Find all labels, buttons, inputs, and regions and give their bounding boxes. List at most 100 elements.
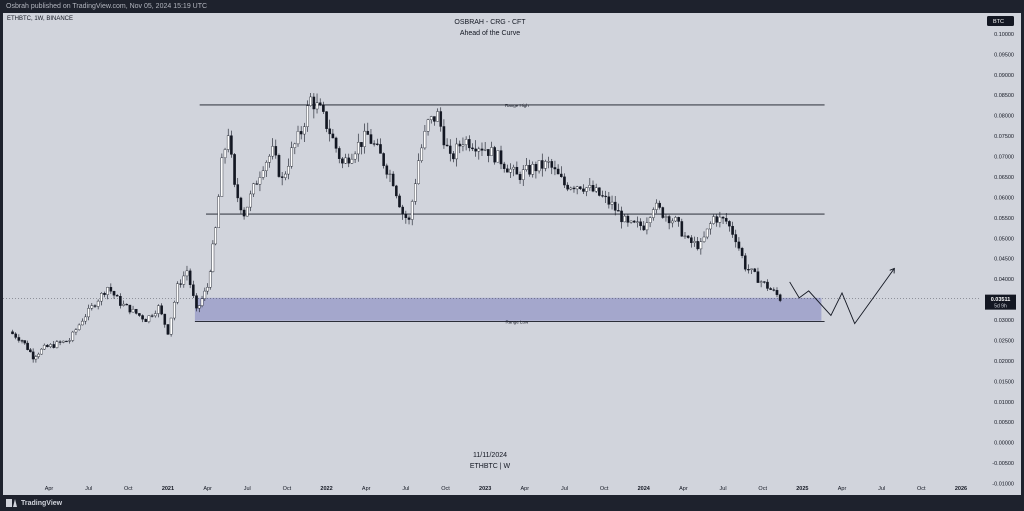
- candle: [106, 286, 109, 300]
- candle-body: [636, 221, 639, 223]
- candle-body: [455, 143, 458, 160]
- candle-body: [84, 316, 87, 322]
- candle-body: [566, 184, 569, 190]
- candle-body: [540, 160, 544, 169]
- candle-body: [525, 165, 528, 170]
- y-tick-label: 0.04500: [994, 257, 1014, 263]
- candle-body: [119, 296, 122, 306]
- candle-body: [423, 131, 427, 149]
- candle: [163, 313, 167, 328]
- candle-body: [677, 217, 680, 222]
- candle: [626, 214, 630, 227]
- candle-body: [309, 96, 312, 106]
- candle-body: [264, 162, 268, 171]
- candle: [40, 348, 43, 355]
- candle-body: [284, 173, 287, 178]
- y-tick-label: 0.06000: [994, 195, 1014, 201]
- candle: [534, 161, 538, 179]
- candle-body: [401, 206, 404, 215]
- x-tick-label: 2026: [955, 486, 967, 492]
- candle-body: [93, 305, 97, 307]
- tradingview-logo[interactable]: TradingView: [6, 498, 62, 508]
- candle: [601, 190, 604, 198]
- candle: [509, 163, 512, 178]
- candle-body: [103, 293, 106, 295]
- candle: [100, 292, 103, 306]
- candle: [604, 190, 607, 204]
- candle-body: [502, 163, 506, 169]
- candle: [731, 221, 734, 238]
- candle-body: [537, 160, 541, 172]
- level-label: Range Low: [505, 320, 529, 325]
- x-tick-label: Oct: [917, 486, 926, 492]
- x-tick-label: 2025: [796, 486, 808, 492]
- y-tick-label: 0.09500: [994, 52, 1014, 58]
- candle: [537, 160, 541, 174]
- candle-body: [369, 134, 373, 144]
- candle-body: [439, 111, 443, 127]
- projection-path: [789, 268, 895, 325]
- y-tick-label: 0.09000: [994, 73, 1014, 79]
- candle-body: [26, 342, 29, 350]
- candle-body: [138, 313, 141, 316]
- candle: [391, 171, 395, 187]
- candle-body: [671, 220, 674, 224]
- chart-area[interactable]: 0.10000 0.09500 0.09000 0.08500 0.08000 0.075…: [0, 0, 1024, 495]
- candle-body: [306, 105, 309, 127]
- y-tick-label: 0.05000: [994, 236, 1014, 242]
- currency-badge: BTC: [987, 16, 1014, 26]
- candle: [607, 191, 611, 209]
- candle: [245, 206, 249, 217]
- candle-body: [639, 221, 642, 227]
- candle-body: [477, 148, 481, 152]
- candle-body: [293, 143, 297, 148]
- candle-body: [203, 290, 207, 299]
- candle-body: [778, 294, 782, 301]
- candle: [461, 137, 465, 152]
- candle: [376, 138, 379, 146]
- candle: [55, 339, 59, 349]
- x-tick-label: Apr: [362, 486, 371, 492]
- candle-body: [230, 135, 233, 155]
- candle-body: [376, 143, 379, 145]
- candle: [290, 141, 293, 169]
- candle: [220, 153, 224, 197]
- candle: [236, 177, 240, 203]
- candle: [182, 271, 186, 288]
- candle-body: [211, 243, 215, 272]
- candle-body: [100, 293, 103, 302]
- y-tick-label: -0.01000: [992, 482, 1014, 488]
- candle: [429, 115, 433, 124]
- candle-body: [274, 146, 278, 156]
- candle: [506, 164, 509, 173]
- candle: [477, 146, 481, 160]
- candle-body: [236, 184, 240, 199]
- candle-body: [521, 169, 525, 180]
- candle-body: [553, 167, 557, 170]
- candle: [572, 185, 576, 193]
- candle: [762, 281, 766, 284]
- candle: [388, 169, 392, 182]
- candle-body: [715, 216, 719, 223]
- candle: [693, 236, 696, 247]
- candle: [353, 151, 357, 163]
- candle: [325, 111, 328, 133]
- candle-body: [277, 155, 281, 177]
- candle: [296, 125, 300, 147]
- candle-body: [287, 166, 290, 175]
- candle: [680, 218, 684, 237]
- y-tick-label: 0.01500: [994, 379, 1014, 385]
- candle-body: [550, 161, 554, 168]
- footer-symbol: ETHBTC | W: [469, 463, 511, 470]
- candle: [255, 180, 259, 185]
- candle: [195, 293, 198, 312]
- range-low-zone: [194, 297, 822, 321]
- candle-body: [731, 225, 734, 235]
- candle: [407, 215, 411, 225]
- candle-body: [290, 147, 293, 167]
- candle-body: [607, 196, 611, 205]
- candle: [81, 318, 84, 326]
- candle: [268, 154, 271, 168]
- candle-body: [426, 119, 430, 132]
